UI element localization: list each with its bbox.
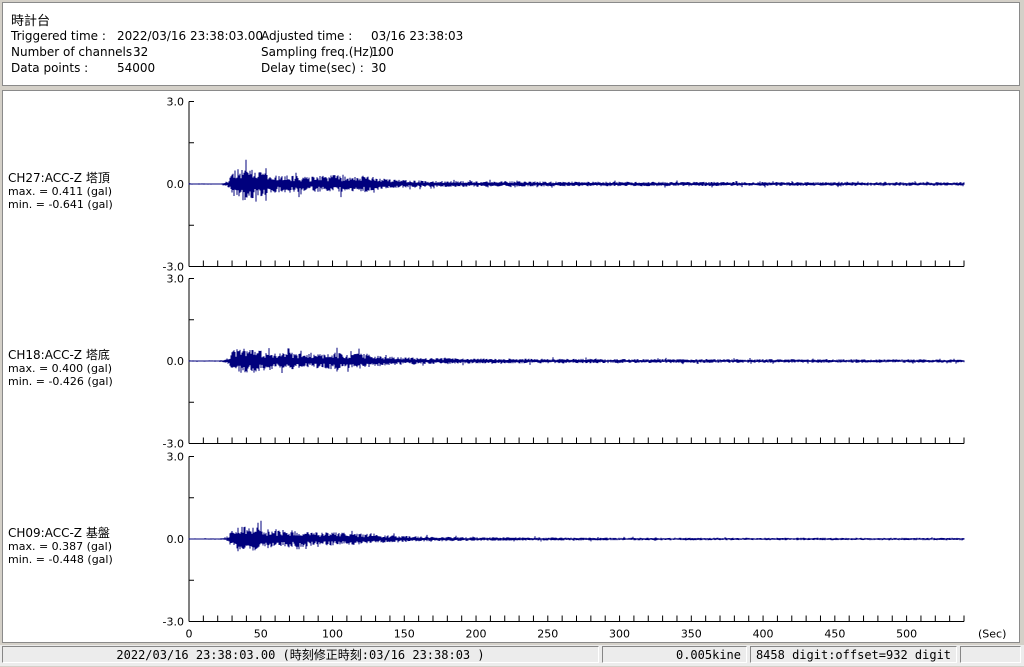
svg-text:450: 450 (824, 628, 845, 641)
channel-min: min. = -0.641 (gal) (8, 198, 113, 211)
channel-min: min. = -0.448 (gal) (8, 553, 113, 566)
data-points-value: 54000 (117, 61, 156, 75)
waveform-chart: 3.00.0-3.03.00.0-3.03.00.0-3.00 50 100 150 2… (163, 96, 1007, 641)
svg-text:500: 500 (896, 628, 917, 641)
channel-info-ch09: CH09:ACC-Z 基盤 max. = 0.387 (gal) min. = … (8, 526, 113, 567)
channel-name: CH18:ACC-Z 塔底 (8, 348, 110, 362)
data-points-label: Data points : (11, 61, 89, 75)
status-bar: 2022/03/16 23:38:03.00 (時刻修正時刻:03/16 23:… (0, 645, 1024, 666)
page-title: 時計台 (11, 14, 51, 29)
svg-text:3.0: 3.0 (167, 273, 185, 286)
svg-text:300: 300 (609, 628, 630, 641)
svg-text:3.0: 3.0 (167, 451, 185, 464)
status-datetime: 2022/03/16 23:38:03.00 (時刻修正時刻:03/16 23:… (2, 646, 599, 663)
channel-max: max. = 0.387 (gal) (8, 540, 113, 553)
svg-text:0.0: 0.0 (167, 178, 185, 191)
num-channels-value: 32 (133, 45, 149, 59)
svg-text:0.0: 0.0 (167, 533, 185, 546)
channel-max: max. = 0.411 (gal) (8, 185, 113, 198)
svg-text:350: 350 (681, 628, 702, 641)
channel-name: CH27:ACC-Z 塔頂 (8, 171, 110, 185)
svg-text:-3.0: -3.0 (163, 261, 184, 274)
svg-text:-3.0: -3.0 (163, 438, 184, 451)
status-kine-value: 0.005kine (602, 646, 747, 663)
adjusted-time-label: Adjusted time : (261, 29, 353, 43)
sampling-freq-label: Sampling freq.(Hz) : (261, 45, 382, 59)
adjusted-time-value: 03/16 23:38:03 (371, 29, 464, 43)
channel-min: min. = -0.426 (gal) (8, 375, 113, 388)
waveform-plot-panel: 3.0 0.0 -3.0 3.0 0.0 -3.0 3.0 0.0 -3.0 0 50 100 150 2… (2, 90, 1020, 643)
delay-time-label: Delay time(sec) : (261, 61, 364, 75)
status-empty-cell (960, 646, 1021, 663)
seismogram-trace (188, 520, 965, 552)
svg-text:0.0: 0.0 (167, 355, 185, 368)
svg-text:150: 150 (394, 628, 415, 641)
seismogram-trace (188, 347, 965, 373)
delay-time-value: 30 (371, 61, 387, 75)
svg-text:-3.0: -3.0 (163, 616, 184, 629)
svg-text:0: 0 (186, 628, 193, 641)
svg-text:400: 400 (753, 628, 774, 641)
svg-text:3.0: 3.0 (167, 96, 185, 109)
svg-text:50: 50 (254, 628, 268, 641)
channel-info-ch18: CH18:ACC-Z 塔底 max. = 0.400 (gal) min. = … (8, 348, 113, 389)
svg-text:100: 100 (322, 628, 343, 641)
triggered-time-value: 2022/03/16 23:38:03.00 (117, 29, 263, 43)
status-digit-offset: 8458 digit:offset=932 digit (750, 646, 957, 663)
num-channels-label: Number of channels : (11, 45, 140, 59)
triggered-time-label: Triggered time : (11, 29, 106, 43)
sampling-freq-value: 100 (371, 45, 394, 59)
channel-name: CH09:ACC-Z 基盤 (8, 526, 110, 540)
seismogram-trace (188, 159, 965, 202)
svg-text:250: 250 (537, 628, 558, 641)
svg-text:(Sec): (Sec) (978, 628, 1006, 641)
svg-text:200: 200 (466, 628, 487, 641)
header-panel: 時計台 Triggered time : 2022/03/16 23:38:03… (2, 2, 1020, 86)
channel-max: max. = 0.400 (gal) (8, 362, 113, 375)
channel-info-ch27: CH27:ACC-Z 塔頂 max. = 0.411 (gal) min. = … (8, 171, 113, 212)
